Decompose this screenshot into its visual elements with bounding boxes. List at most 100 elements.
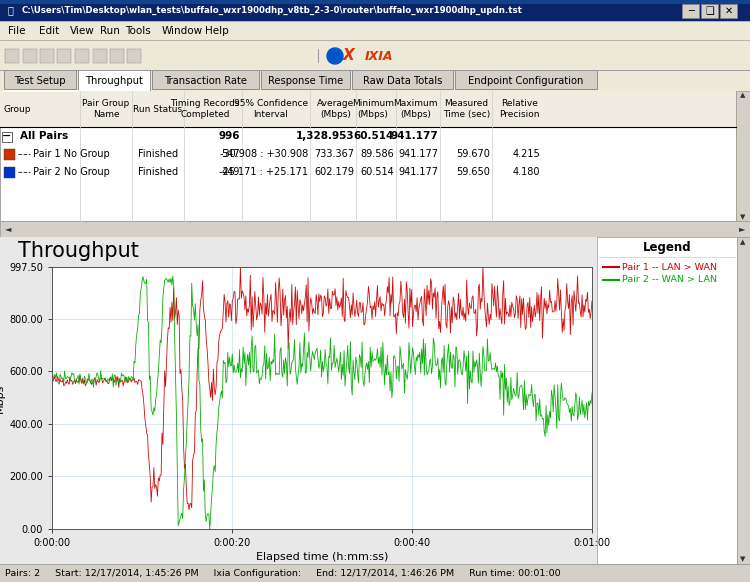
FancyBboxPatch shape — [720, 4, 737, 18]
Text: ▼: ▼ — [740, 556, 746, 562]
Text: 1,328.953: 1,328.953 — [296, 131, 354, 141]
Text: Finished: Finished — [138, 149, 178, 159]
Text: 95% Confidence
Interval: 95% Confidence Interval — [234, 100, 308, 119]
Text: Relative
Precision: Relative Precision — [500, 100, 540, 119]
FancyBboxPatch shape — [261, 70, 350, 89]
Text: 996: 996 — [218, 131, 240, 141]
FancyBboxPatch shape — [110, 49, 124, 63]
Text: ❑: ❑ — [706, 6, 714, 16]
FancyBboxPatch shape — [4, 149, 15, 160]
Text: ▼: ▼ — [740, 214, 746, 220]
FancyBboxPatch shape — [4, 167, 15, 178]
FancyBboxPatch shape — [0, 0, 750, 4]
Text: Pair 2 -- WAN > LAN: Pair 2 -- WAN > LAN — [622, 275, 717, 285]
FancyBboxPatch shape — [737, 237, 750, 564]
Text: Pair 2 No Group: Pair 2 No Group — [33, 167, 110, 177]
Text: 59.650: 59.650 — [456, 167, 490, 177]
Text: Transaction Rate: Transaction Rate — [164, 76, 247, 86]
FancyBboxPatch shape — [318, 49, 319, 63]
FancyBboxPatch shape — [23, 49, 37, 63]
Text: 941.177: 941.177 — [398, 167, 438, 177]
FancyBboxPatch shape — [93, 49, 107, 63]
FancyBboxPatch shape — [75, 49, 89, 63]
Text: Pair Group
Name: Pair Group Name — [82, 100, 130, 119]
Text: Pairs: 2     Start: 12/17/2014, 1:45:26 PM     Ixia Configuration:     End: 12/1: Pairs: 2 Start: 12/17/2014, 1:45:26 PM I… — [5, 569, 560, 577]
FancyBboxPatch shape — [0, 221, 750, 237]
Text: 89.586: 89.586 — [360, 149, 394, 159]
FancyBboxPatch shape — [0, 0, 750, 21]
Text: 733.367: 733.367 — [314, 149, 354, 159]
Text: Run: Run — [100, 26, 120, 36]
FancyBboxPatch shape — [455, 70, 597, 89]
Text: ─: ─ — [688, 6, 694, 16]
Text: Finished: Finished — [138, 167, 178, 177]
FancyBboxPatch shape — [127, 49, 141, 63]
Text: Edit: Edit — [39, 26, 59, 36]
FancyBboxPatch shape — [0, 70, 750, 91]
Text: -30.908 : +30.908: -30.908 : +30.908 — [220, 149, 308, 159]
FancyBboxPatch shape — [0, 564, 750, 582]
Text: Raw Data Totals: Raw Data Totals — [363, 76, 442, 86]
Text: 449: 449 — [222, 167, 240, 177]
Text: 941.177: 941.177 — [398, 149, 438, 159]
Text: C:\Users\Tim\Desktop\wlan_tests\buffalo_wxr1900dhp_v8tb_2-3-0\router\buffalo_wxr: C:\Users\Tim\Desktop\wlan_tests\buffalo_… — [22, 6, 523, 15]
Text: All Pairs: All Pairs — [20, 131, 68, 141]
FancyBboxPatch shape — [0, 91, 736, 221]
FancyBboxPatch shape — [40, 49, 54, 63]
Text: ▲: ▲ — [740, 239, 746, 245]
Text: Group: Group — [4, 105, 32, 113]
Text: −: − — [2, 131, 12, 141]
FancyBboxPatch shape — [152, 70, 259, 89]
Text: Legend: Legend — [643, 242, 692, 254]
FancyBboxPatch shape — [57, 49, 71, 63]
Text: Minimum
(Mbps): Minimum (Mbps) — [352, 100, 394, 119]
Text: Average
(Mbps): Average (Mbps) — [316, 100, 354, 119]
Text: 602.179: 602.179 — [314, 167, 354, 177]
FancyBboxPatch shape — [78, 70, 150, 91]
Circle shape — [327, 48, 343, 64]
Text: Window: Window — [162, 26, 203, 36]
FancyBboxPatch shape — [682, 4, 699, 18]
Text: 📊: 📊 — [8, 5, 14, 16]
FancyBboxPatch shape — [4, 70, 76, 89]
Text: View: View — [70, 26, 94, 36]
FancyBboxPatch shape — [0, 40, 750, 70]
Text: 547: 547 — [221, 149, 240, 159]
Text: ►: ► — [739, 225, 746, 233]
Text: Help: Help — [206, 26, 229, 36]
Text: File: File — [8, 26, 26, 36]
Text: 59.670: 59.670 — [456, 149, 490, 159]
Text: Tools: Tools — [125, 26, 151, 36]
Text: ▲: ▲ — [740, 92, 746, 98]
FancyBboxPatch shape — [0, 21, 750, 40]
Text: 60.514: 60.514 — [354, 131, 394, 141]
FancyBboxPatch shape — [5, 49, 19, 63]
Text: Pair 1 No Group: Pair 1 No Group — [33, 149, 110, 159]
FancyBboxPatch shape — [701, 4, 718, 18]
Text: Test Setup: Test Setup — [14, 76, 66, 86]
FancyBboxPatch shape — [0, 91, 736, 127]
Text: Response Time: Response Time — [268, 76, 343, 86]
Text: ✕: ✕ — [725, 6, 733, 16]
Text: Throughput: Throughput — [18, 241, 139, 261]
FancyBboxPatch shape — [736, 91, 750, 221]
Text: X: X — [343, 48, 355, 63]
Y-axis label: Mbps: Mbps — [0, 384, 5, 413]
Text: 941.177: 941.177 — [390, 131, 438, 141]
FancyBboxPatch shape — [2, 132, 12, 142]
Text: Endpoint Configuration: Endpoint Configuration — [468, 76, 584, 86]
FancyBboxPatch shape — [352, 70, 453, 89]
Text: IXIA: IXIA — [365, 49, 394, 62]
Text: Run Status: Run Status — [134, 105, 182, 113]
Text: Throughput: Throughput — [85, 76, 143, 86]
Text: Timing Records
Completed: Timing Records Completed — [170, 100, 240, 119]
Text: -25.171 : +25.171: -25.171 : +25.171 — [219, 167, 308, 177]
FancyBboxPatch shape — [0, 237, 597, 564]
X-axis label: Elapsed time (h:mm:ss): Elapsed time (h:mm:ss) — [256, 552, 388, 562]
Text: Maximum
(Mbps): Maximum (Mbps) — [394, 100, 438, 119]
Text: 4.215: 4.215 — [512, 149, 540, 159]
Text: 60.514: 60.514 — [360, 167, 394, 177]
Text: Measured
Time (sec): Measured Time (sec) — [442, 100, 490, 119]
Text: Pair 1 -- LAN > WAN: Pair 1 -- LAN > WAN — [622, 262, 717, 271]
Text: ◄: ◄ — [4, 225, 11, 233]
